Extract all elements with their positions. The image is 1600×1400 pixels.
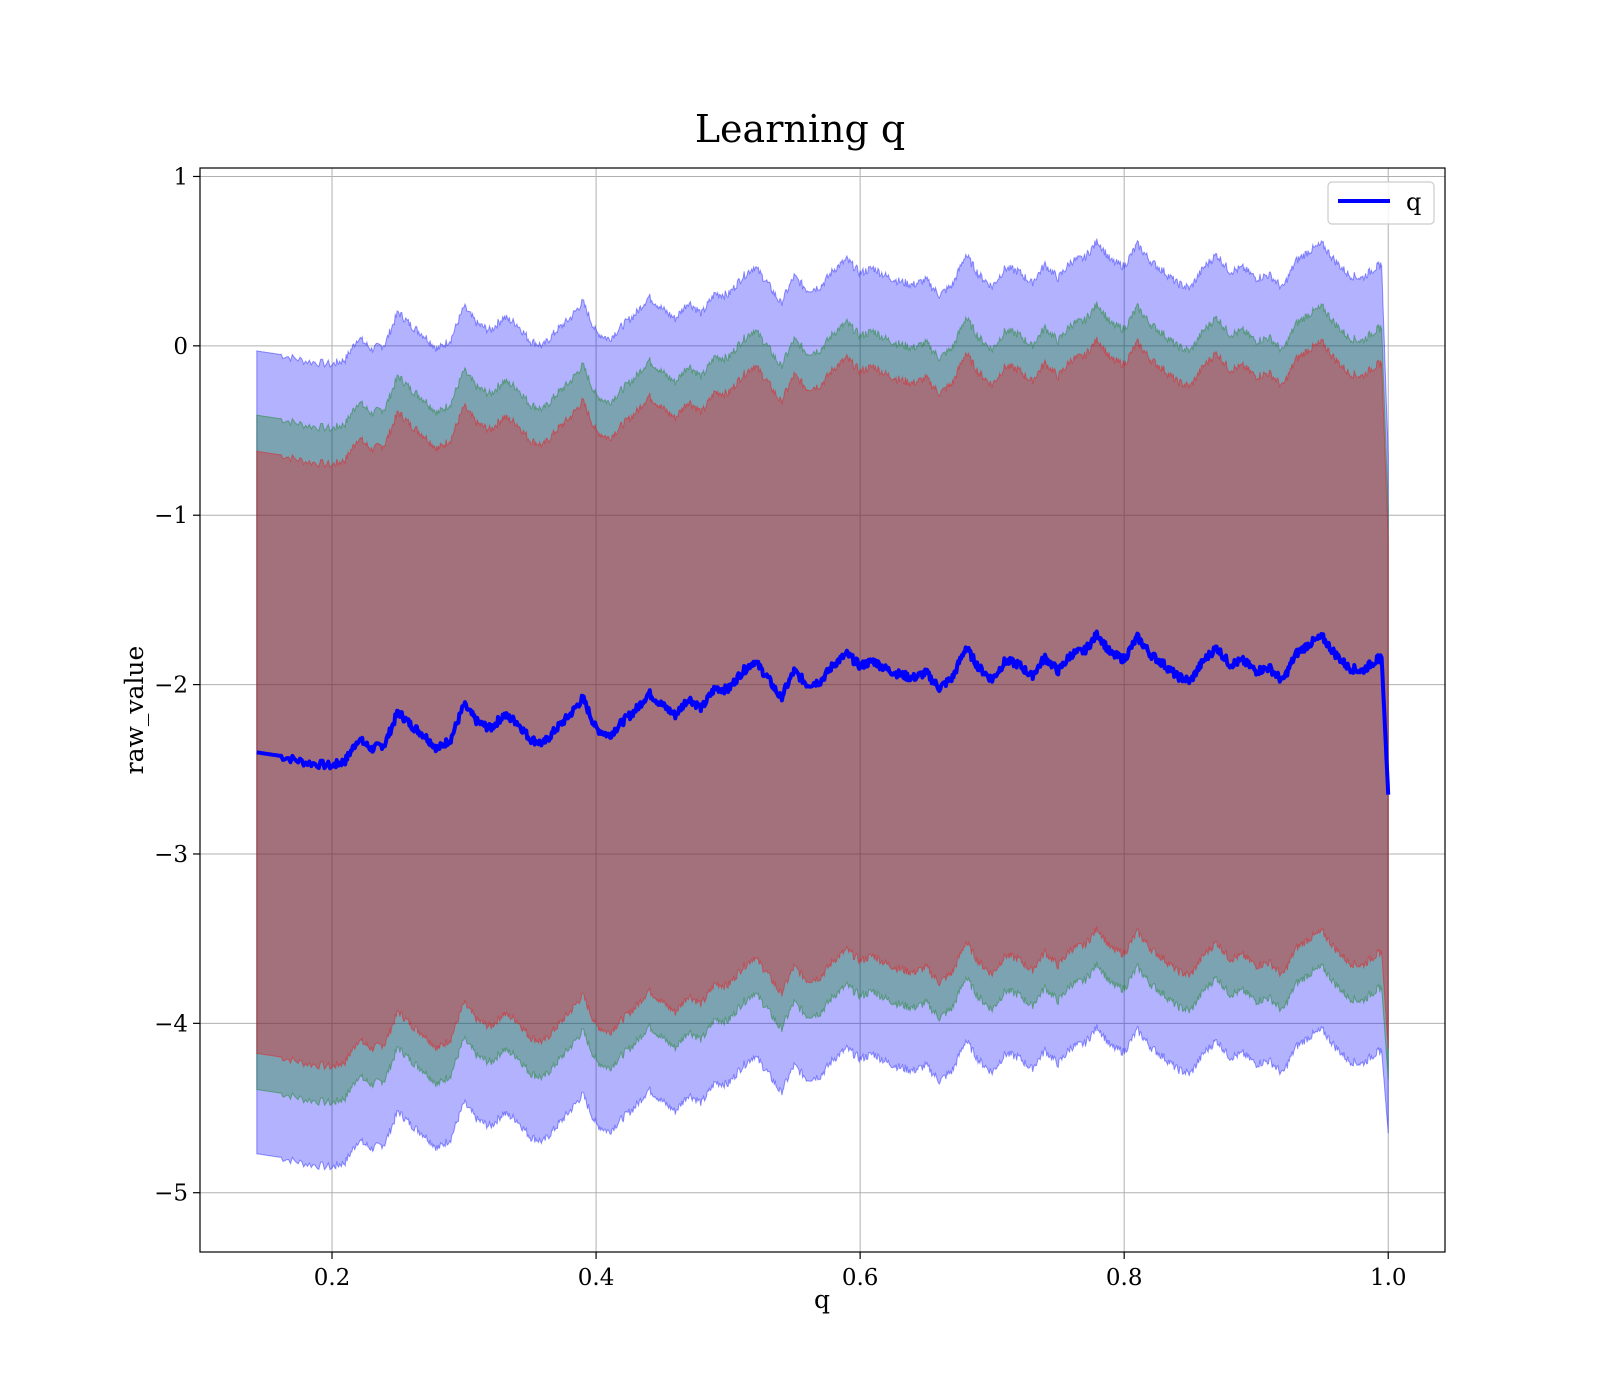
x-tick-label: 0.2 — [314, 1265, 351, 1291]
series-lines — [256, 629, 1391, 795]
series-line-q — [256, 629, 1391, 795]
std-band-2 — [256, 336, 1389, 1071]
axis-ticks: 0.2 0.4 0.6 0.8 1.0 1 0 −1 −2 −3 −4 −5 — [154, 164, 1406, 1291]
y-tick-label: −4 — [154, 1011, 188, 1037]
grid — [200, 168, 1445, 1252]
std-band-0 — [256, 238, 1389, 1171]
x-axis-label: q — [814, 1285, 830, 1314]
y-tick-label: −1 — [154, 503, 188, 529]
std-bands — [256, 238, 1389, 1171]
legend-label-q: q — [1406, 188, 1421, 216]
y-axis-label: raw_value — [120, 646, 149, 775]
legend: q — [1327, 181, 1435, 225]
x-tick-label: 1.0 — [1370, 1265, 1407, 1291]
x-tick-label: 0.6 — [842, 1265, 879, 1291]
plot-background — [200, 168, 1445, 1252]
y-tick-label: −3 — [154, 842, 188, 868]
y-tick-label: −5 — [154, 1181, 188, 1207]
y-tick-label: −2 — [154, 673, 188, 699]
chart-title: Learning q — [695, 107, 905, 151]
plot-frame — [199, 167, 1446, 1253]
y-tick-label: 0 — [173, 334, 188, 360]
x-tick-label: 0.8 — [1106, 1265, 1143, 1291]
std-band-1 — [256, 301, 1389, 1107]
y-tick-label: 1 — [173, 164, 188, 190]
x-tick-label: 0.4 — [578, 1265, 615, 1291]
